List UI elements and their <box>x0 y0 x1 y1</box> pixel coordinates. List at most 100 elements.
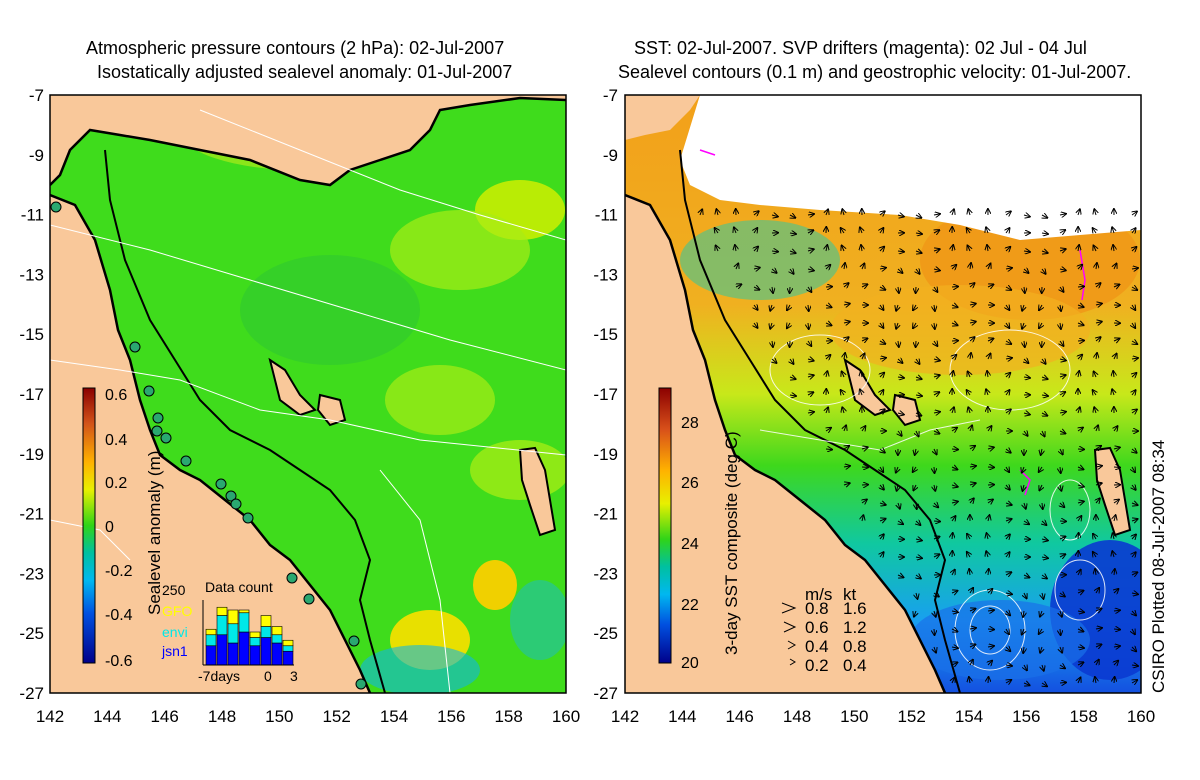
velocity-arrow <box>1132 373 1136 377</box>
velocity-arrow <box>1096 644 1101 647</box>
velocity-arrow <box>967 552 970 557</box>
velocity-arrow <box>952 516 956 521</box>
inset-bar-gfo <box>271 626 283 636</box>
velocity-arrow <box>826 428 831 431</box>
velocity-arrow <box>1095 569 1096 576</box>
velocity-arrow <box>933 412 940 413</box>
velocity-arrow <box>772 359 777 363</box>
velocity-arrow <box>1060 341 1064 346</box>
tide-gauge-stations <box>50 201 367 690</box>
velocity-arrow <box>933 249 940 251</box>
left-title-line1: Atmospheric pressure contours (2 hPa): 0… <box>86 38 505 58</box>
velocity-arrow <box>1095 304 1102 306</box>
geostrophic-velocity-arrows <box>700 209 1138 686</box>
velocity-arrow <box>842 246 844 252</box>
velocity-arrow <box>808 322 809 329</box>
velocity-arrow <box>826 323 832 325</box>
lat-label: -17 <box>19 385 44 404</box>
velocity-arrow <box>933 214 940 215</box>
lat-label: -21 <box>593 505 618 524</box>
lon-label: 158 <box>1069 707 1097 726</box>
velocity-arrow <box>1095 628 1102 629</box>
inset-ymax: 250 <box>162 582 186 598</box>
lon-label: 152 <box>897 707 925 726</box>
cloud-mask <box>680 95 1141 240</box>
velocity-arrow <box>842 407 844 414</box>
velocity-arrow <box>880 373 884 377</box>
velocity-arrow <box>1094 407 1096 414</box>
velocity-arrow <box>842 209 844 216</box>
lon-label: 156 <box>437 707 465 726</box>
velocity-arrow <box>914 610 916 617</box>
velocity-arrow <box>951 287 958 288</box>
velocity-arrow <box>736 284 741 287</box>
velocity-arrow <box>1077 341 1084 342</box>
lat-label: -25 <box>593 624 618 643</box>
velocity-arrow <box>951 647 958 648</box>
velocity-arrow <box>1094 209 1096 216</box>
left-cb-tick: 0.4 <box>105 432 127 449</box>
velocity-arrow <box>988 264 991 270</box>
velocity-arrow <box>1078 355 1082 359</box>
velocity-arrow <box>1042 592 1044 599</box>
velocity-arrow <box>1006 572 1011 575</box>
velocity-arrow <box>1096 660 1099 665</box>
velocity-arrow <box>1113 245 1114 252</box>
velocity-arrow <box>969 483 976 485</box>
velocity-arrow <box>1096 263 1097 270</box>
velocity-arrow <box>1114 354 1117 359</box>
velocity-arrow <box>988 515 990 522</box>
velocity-arrow <box>1042 664 1044 671</box>
velocity-arrow <box>934 610 936 617</box>
velocity-legend: m/s kt 0.8 1.6 0.6 1.2 0.4 0.8 0.2 0.4 <box>781 585 867 675</box>
velocity-arrow <box>1040 646 1042 653</box>
left-lon-labels: 142 144 146 148 150 152 154 156 158 160 <box>36 707 580 726</box>
velocity-arrow <box>898 359 903 363</box>
velocity-arrow <box>754 247 758 251</box>
velocity-arrow <box>1060 449 1063 454</box>
velocity-arrow <box>1078 428 1083 431</box>
vel-legend-kt: 1.2 <box>843 618 867 637</box>
velocity-arrow <box>826 371 827 378</box>
velocity-arrow <box>951 323 958 325</box>
velocity-arrow <box>826 355 830 359</box>
velocity-arrow <box>987 610 994 611</box>
velocity-arrow <box>1060 392 1065 395</box>
velocity-arrow <box>970 337 975 341</box>
velocity-arrow <box>772 286 773 293</box>
velocity-arrow <box>952 467 957 470</box>
vel-legend-ms: 0.8 <box>805 599 829 618</box>
velocity-arrow <box>826 407 828 414</box>
velocity-arrow <box>896 322 898 329</box>
velocity-arrow <box>896 466 898 473</box>
velocity-arrow <box>916 575 921 579</box>
velocity-arrow <box>1132 629 1135 634</box>
lat-label: -23 <box>19 564 44 583</box>
right-lon-labels: 142 144 146 148 150 152 154 156 158 160 <box>611 707 1155 726</box>
velocity-arrow <box>1078 570 1081 575</box>
inset-bar-envi <box>271 634 283 644</box>
left-colorbar-label: Sealevel anomaly (m) <box>145 451 164 615</box>
velocity-arrow <box>987 533 989 540</box>
velocity-arrow <box>1006 228 1010 233</box>
right-title-line1: SST: 02-Jul-2007. SVP drifters (magenta)… <box>634 38 1087 58</box>
velocity-arrow <box>1132 341 1137 344</box>
velocity-arrow <box>1094 372 1096 378</box>
lat-label: -17 <box>593 385 618 404</box>
velocity-arrow <box>1096 446 1101 449</box>
velocity-arrow <box>807 249 814 251</box>
velocity-arrow <box>1006 390 1010 395</box>
velocity-arrow <box>934 628 935 635</box>
velocity-arrow <box>844 353 845 360</box>
right-colorbar-ticks: 28 26 24 22 20 <box>681 415 699 672</box>
velocity-arrow <box>916 215 921 218</box>
velocity-arrow <box>1006 552 1010 557</box>
velocity-arrow <box>1132 611 1136 615</box>
velocity-arrow <box>844 425 846 432</box>
velocity-arrow <box>970 588 973 593</box>
velocity-arrow <box>916 521 920 525</box>
velocity-arrow <box>1078 662 1083 665</box>
velocity-arrow <box>754 323 758 328</box>
velocity-arrow <box>841 390 844 395</box>
velocity-arrow <box>898 521 903 524</box>
